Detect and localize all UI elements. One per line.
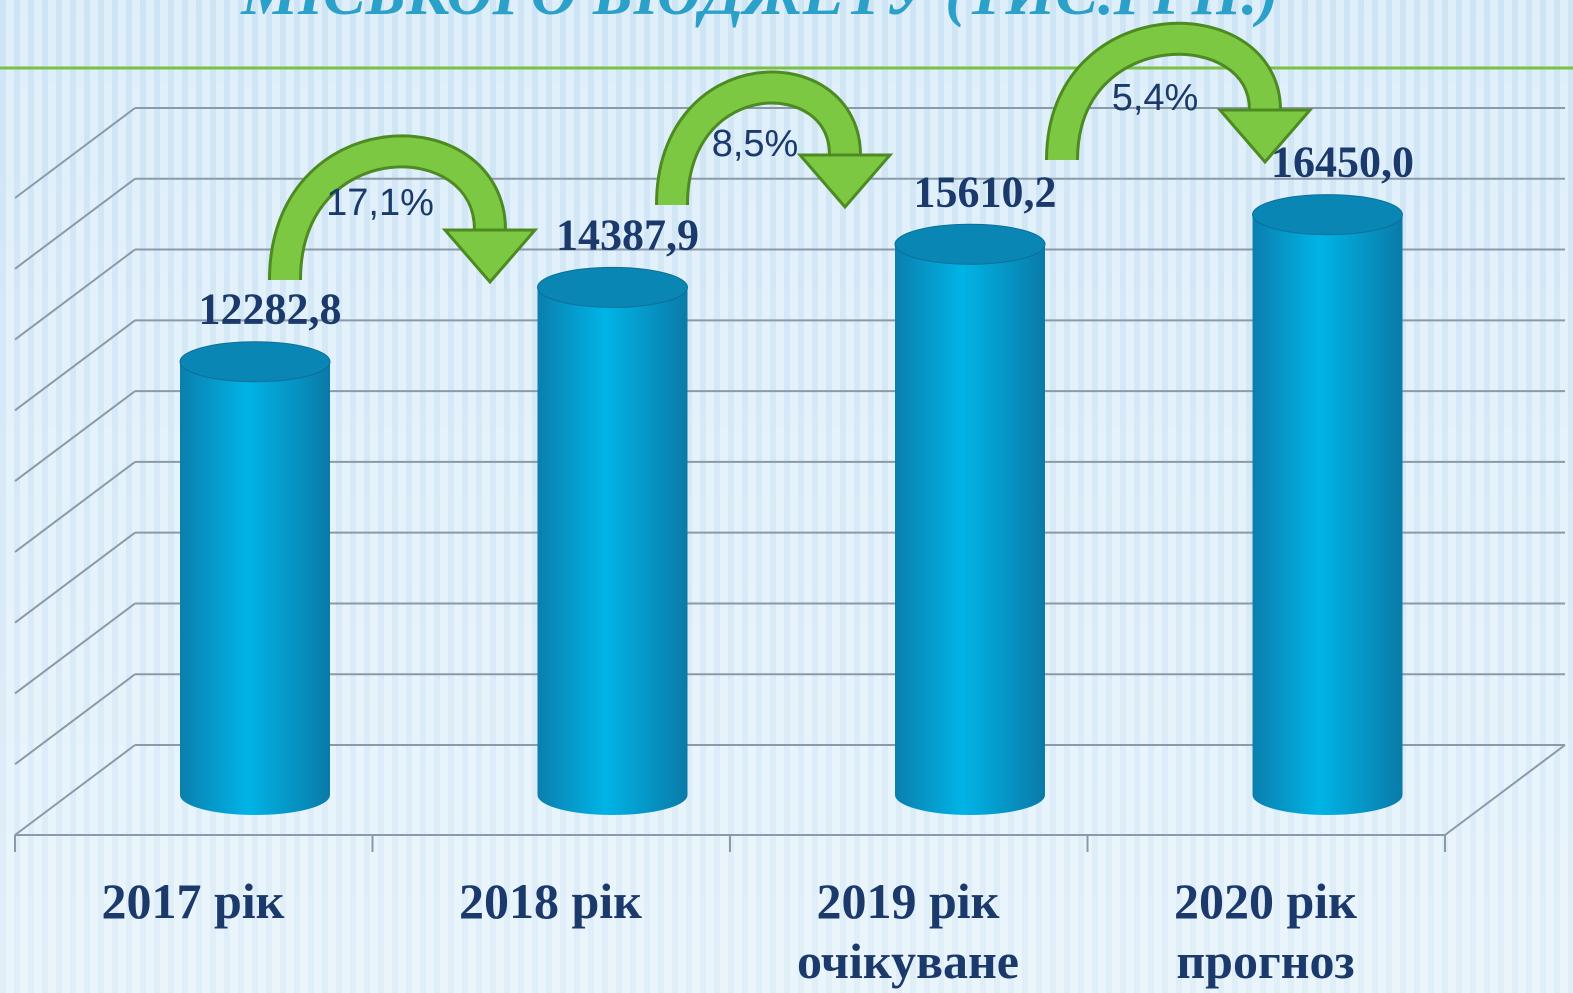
value-label: 12282,8: [199, 285, 342, 334]
arrow: [658, 73, 859, 206]
chart-title: МІСЬКОГО БЮДЖЕТУ (ТИС.ГРН.): [240, 0, 1279, 28]
bar-cap: [179, 341, 331, 383]
x-tick-label: 2019 рік очікуване: [797, 873, 1019, 989]
grid-line-side: [14, 107, 136, 199]
bar: [180, 361, 330, 815]
arrow-head: [1216, 108, 1314, 165]
bar-cap: [894, 223, 1046, 265]
arrow: [271, 137, 504, 281]
x-tick-label: 2020 рік прогноз: [1174, 873, 1357, 989]
grid-line-side: [14, 602, 136, 695]
grid-line-side: [14, 531, 136, 624]
growth-label: 17,1%: [326, 182, 434, 224]
value-label: 15610,2: [914, 167, 1057, 216]
bar: [537, 287, 688, 815]
bar-cap: [537, 266, 688, 308]
floor-right: [1444, 744, 1566, 836]
value-label: 16450,0: [1271, 138, 1414, 187]
bar-cap: [1252, 194, 1403, 236]
grid-line-side: [14, 177, 136, 270]
bar: [1252, 214, 1403, 816]
grid-line-side: [14, 319, 136, 412]
x-tick-label: 2018 рік: [459, 873, 642, 929]
grid-line-side: [14, 248, 136, 341]
grid-line-side: [14, 461, 136, 553]
growth-label: 8,5%: [712, 123, 799, 165]
bar: [895, 244, 1045, 816]
grid-line-side: [14, 673, 136, 766]
arrow-head: [441, 228, 539, 285]
x-tick-label: 2017 рік: [101, 873, 284, 929]
grid-line-side: [14, 390, 136, 482]
arrow-head: [796, 153, 894, 210]
grid-line-side: [14, 744, 136, 836]
growth-label: 5,4%: [1112, 77, 1199, 119]
value-label: 14387,9: [556, 210, 699, 259]
arrow: [1048, 24, 1279, 161]
